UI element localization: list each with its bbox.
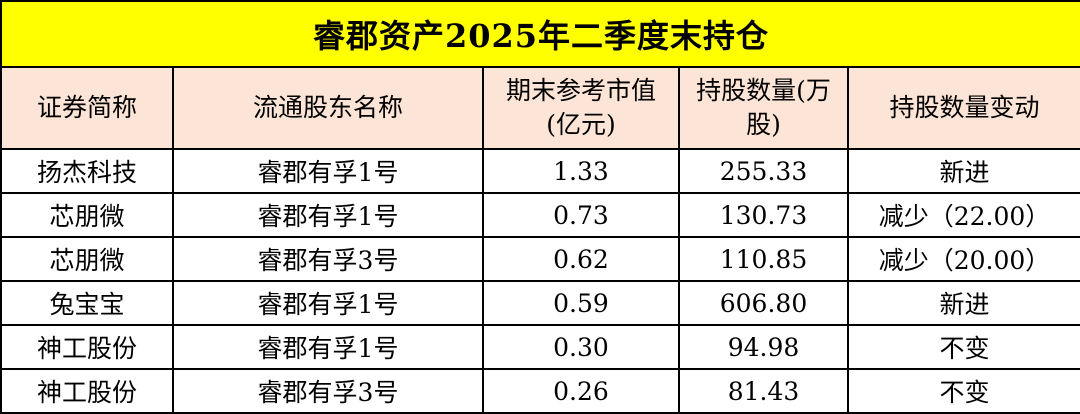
- stock-name-cell: 兔宝宝: [0, 280, 174, 326]
- share-change-cell: 新进: [846, 148, 1080, 194]
- table-row: 神工股份 睿郡有孚3号 0.26 81.43 不变: [0, 368, 1080, 414]
- share-count-cell: 130.73: [678, 192, 849, 238]
- column-header-share-count: 持股数量(万 股): [678, 66, 849, 150]
- stock-name-cell: 神工股份: [0, 324, 174, 370]
- share-change-cell: 不变: [846, 368, 1080, 414]
- header-row: 证券简称 流通股东名称 期末参考市值 (亿元) 持股数量(万 股) 持股数量变动: [0, 66, 1080, 150]
- share-count-cell: 255.33: [678, 148, 849, 194]
- table-row: 兔宝宝 睿郡有孚1号 0.59 606.80 新进: [0, 280, 1080, 326]
- column-header-stock-name: 证券简称: [0, 66, 174, 150]
- market-value-cell: 0.62: [482, 236, 680, 282]
- column-header-share-change: 持股数量变动: [846, 66, 1080, 150]
- stock-name-cell: 扬杰科技: [0, 148, 174, 194]
- market-value-cell: 1.33: [482, 148, 680, 194]
- share-change-cell: 减少（22.00）: [846, 192, 1080, 238]
- column-header-shareholder-name: 流通股东名称: [172, 66, 484, 150]
- share-change-cell: 新进: [846, 280, 1080, 326]
- shareholder-name-cell: 睿郡有孚1号: [172, 324, 484, 370]
- table-row: 神工股份 睿郡有孚1号 0.30 94.98 不变: [0, 324, 1080, 370]
- stock-name-cell: 神工股份: [0, 368, 174, 414]
- market-value-cell: 0.73: [482, 192, 680, 238]
- share-count-cell: 606.80: [678, 280, 849, 326]
- shareholder-name-cell: 睿郡有孚3号: [172, 236, 484, 282]
- title-row: 睿郡资产2025年二季度末持仓: [0, 0, 1080, 68]
- table-row: 芯朋微 睿郡有孚1号 0.73 130.73 减少（22.00）: [0, 192, 1080, 238]
- table-title: 睿郡资产2025年二季度末持仓: [0, 0, 1080, 68]
- share-count-cell: 94.98: [678, 324, 849, 370]
- share-change-cell: 减少（20.00）: [846, 236, 1080, 282]
- shareholder-name-cell: 睿郡有孚1号: [172, 148, 484, 194]
- share-count-cell: 110.85: [678, 236, 849, 282]
- shareholder-name-cell: 睿郡有孚1号: [172, 280, 484, 326]
- column-header-market-value: 期末参考市值 (亿元): [482, 66, 680, 150]
- table-row: 芯朋微 睿郡有孚3号 0.62 110.85 减少（20.00）: [0, 236, 1080, 282]
- stock-name-cell: 芯朋微: [0, 236, 174, 282]
- market-value-cell: 0.26: [482, 368, 680, 414]
- shareholder-name-cell: 睿郡有孚1号: [172, 192, 484, 238]
- share-change-cell: 不变: [846, 324, 1080, 370]
- market-value-cell: 0.59: [482, 280, 680, 326]
- market-value-cell: 0.30: [482, 324, 680, 370]
- table-row: 扬杰科技 睿郡有孚1号 1.33 255.33 新进: [0, 148, 1080, 194]
- shareholder-name-cell: 睿郡有孚3号: [172, 368, 484, 414]
- share-count-cell: 81.43: [678, 368, 849, 414]
- stock-name-cell: 芯朋微: [0, 192, 174, 238]
